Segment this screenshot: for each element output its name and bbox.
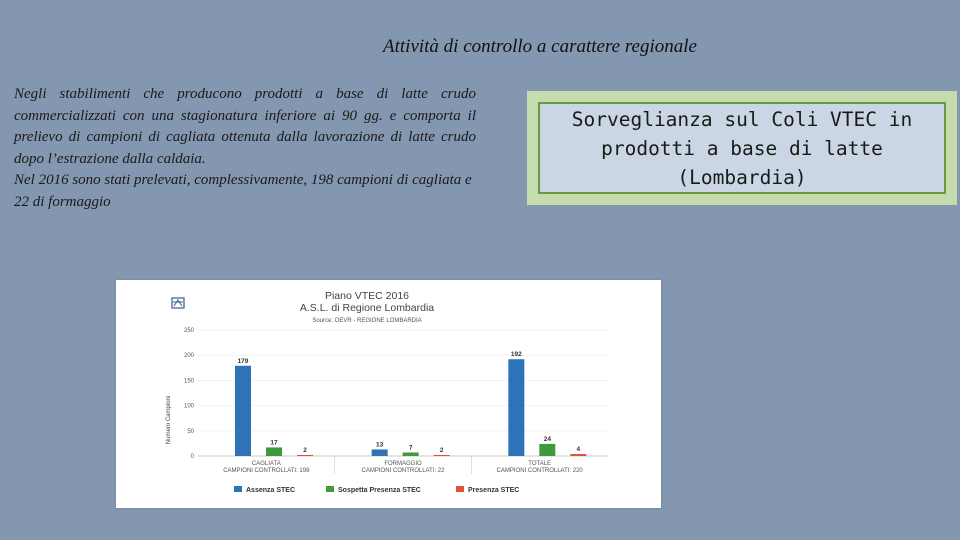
y-tick-label: 250: [184, 328, 195, 334]
data-label: 4: [577, 446, 581, 453]
legend-swatch: [456, 486, 464, 492]
data-label: 2: [440, 447, 444, 454]
bar: [433, 454, 450, 456]
data-label: 24: [544, 436, 552, 443]
legend-label: Sospetta Presenza STEC: [338, 487, 421, 494]
bar: [371, 449, 388, 456]
x-tick-label: TOTALE: [528, 461, 551, 467]
bar: [266, 447, 282, 456]
paragraph-1: Negli stabilimenti che producono prodott…: [14, 86, 476, 167]
data-label: 179: [238, 358, 249, 365]
data-label: 2: [303, 447, 307, 454]
x-tick-sublabel: CAMPIONI CONTROLLATI: 220: [497, 468, 584, 474]
y-tick-label: 0: [191, 454, 195, 460]
data-label: 17: [270, 439, 278, 446]
x-tick-label: FORMAGGIO: [384, 461, 422, 467]
x-tick-sublabel: CAMPIONI CONTROLLATI: 22: [362, 468, 446, 474]
legend-label: Assenza STEC: [246, 487, 295, 494]
description-text: Negli stabilimenti che producono prodott…: [14, 84, 476, 213]
chart-title: Piano VTEC 2016: [325, 290, 409, 302]
bar: [508, 359, 525, 456]
y-axis-label: Numero Campioni: [166, 396, 172, 444]
bar: [570, 453, 587, 456]
data-label: 192: [511, 351, 522, 358]
lombardia-logo-icon: [171, 297, 185, 309]
legend-swatch: [326, 486, 334, 492]
bar: [539, 443, 556, 456]
y-tick-label: 200: [184, 353, 195, 359]
highlight-box-text: Sorveglianza sul Coli VTEC in prodotti a…: [538, 102, 946, 194]
slide-title: Attività di controllo a carattere region…: [383, 36, 697, 57]
data-label: 13: [376, 441, 384, 448]
data-label: 7: [409, 444, 413, 451]
chart-source: Source: OEVR - REGIONE LOMBARDIA: [312, 318, 421, 324]
y-tick-label: 150: [184, 378, 195, 384]
paragraph-2: Nel 2016 sono stati prelevati, complessi…: [14, 172, 472, 210]
chart-svg: Piano VTEC 2016 A.S.L. di Regione Lombar…: [166, 290, 608, 494]
bar: [297, 454, 313, 456]
legend-label: Presenza STEC: [468, 487, 519, 494]
x-tick-label: CAGLIATA: [252, 461, 281, 467]
bar: [235, 365, 251, 456]
y-tick-label: 100: [184, 404, 195, 410]
bar: [402, 452, 419, 456]
y-tick-label: 50: [187, 429, 194, 435]
vtec-chart: Piano VTEC 2016 A.S.L. di Regione Lombar…: [116, 280, 661, 508]
legend-swatch: [234, 486, 242, 492]
highlight-box: Sorveglianza sul Coli VTEC in prodotti a…: [527, 91, 957, 205]
x-tick-sublabel: CAMPIONI CONTROLLATI: 198: [223, 468, 310, 474]
chart-subtitle: A.S.L. di Regione Lombardia: [300, 302, 434, 314]
